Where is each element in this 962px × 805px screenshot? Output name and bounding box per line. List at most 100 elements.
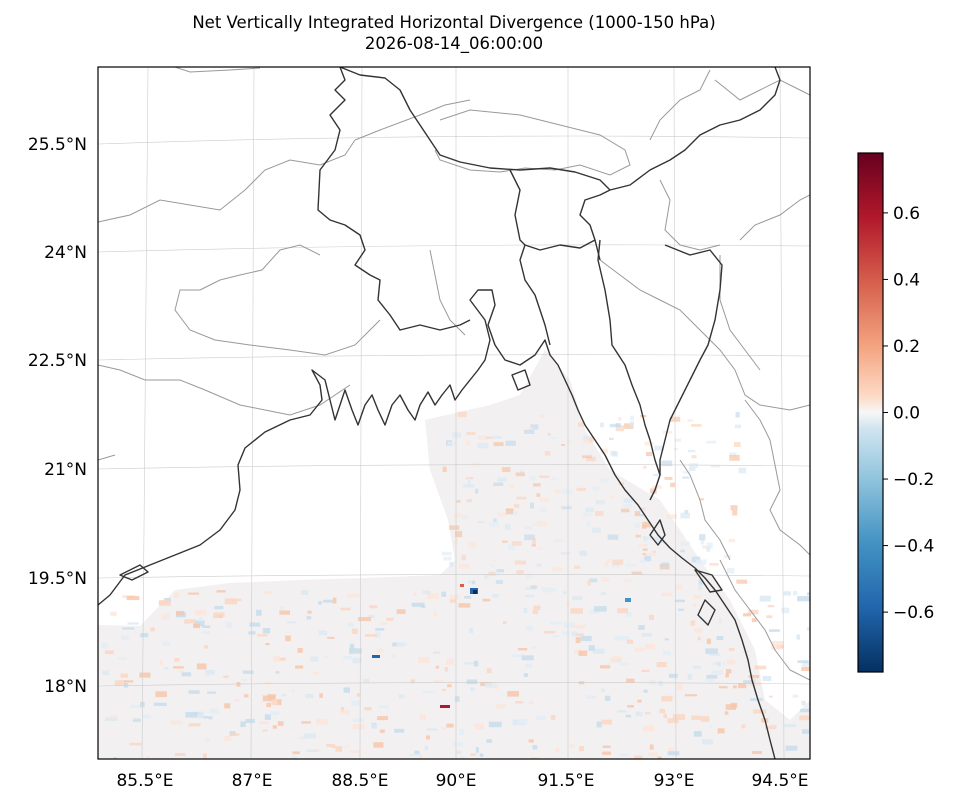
field-speckle (585, 507, 594, 512)
field-speckle (419, 714, 426, 720)
field-speckle (698, 579, 704, 585)
field-speckle (575, 637, 581, 644)
field-speckle (105, 717, 118, 721)
field-speckle (682, 476, 690, 479)
field-speckle (130, 704, 144, 708)
field-speckle (305, 694, 314, 699)
field-speckle (265, 643, 270, 646)
field-speckle (620, 753, 629, 756)
field-speckle (531, 544, 536, 547)
field-speckle (454, 696, 460, 702)
field-speckle (528, 739, 534, 743)
field-speckle (214, 605, 224, 610)
field-speckle (629, 421, 634, 427)
field-speckle (433, 611, 437, 617)
field-speckle (644, 712, 651, 715)
field-speckle (523, 673, 528, 677)
field-speckle (229, 598, 242, 602)
field-speckle (601, 751, 611, 755)
field-speckle (441, 551, 452, 556)
field-speckle (492, 594, 499, 598)
field-speckle (449, 525, 460, 530)
field-speckle (291, 689, 295, 693)
field-speckle (486, 739, 492, 743)
field-speckle (196, 663, 207, 670)
field-speckle (185, 712, 198, 718)
field-speckle (547, 432, 551, 436)
field-speckle (699, 498, 704, 501)
field-speckle (114, 680, 127, 686)
field-speckle (674, 599, 685, 603)
field-speckle (224, 736, 231, 741)
field-speckle (511, 541, 522, 546)
field-speckle (418, 756, 423, 759)
field-speckle (524, 526, 532, 530)
field-speckle (323, 599, 333, 603)
field-speckle (351, 628, 358, 634)
field-speckle (132, 718, 141, 722)
field-speckle (529, 700, 534, 705)
field-speckle (689, 463, 699, 468)
field-speckle (319, 693, 323, 698)
field-speckle (307, 610, 312, 614)
field-speckle (468, 580, 473, 584)
field-speckle (497, 477, 507, 482)
field-speckle (601, 719, 613, 725)
field-speckle (634, 511, 641, 516)
x-tick-label: 91.5°E (537, 771, 594, 791)
field-speckle (427, 728, 438, 731)
field-speckle (709, 563, 719, 566)
field-speckle (507, 691, 519, 697)
field-speckle (642, 553, 646, 556)
field-speckle (734, 442, 741, 447)
field-speckle (364, 707, 372, 711)
field-speckle (110, 611, 117, 616)
field-speckle (467, 480, 471, 486)
field-speckle (570, 608, 583, 614)
field-speckle (422, 690, 436, 694)
field-speckle (709, 653, 721, 656)
field-speckle (279, 610, 290, 615)
field-speckle (727, 659, 736, 665)
field-speckle (367, 615, 375, 618)
field-speckle (618, 417, 622, 421)
x-tick-label: 87°E (232, 771, 273, 791)
field-speckle (702, 545, 707, 549)
field-speckle (539, 508, 547, 513)
field-speckle (356, 693, 361, 697)
field-speckle (769, 724, 777, 728)
field-speckle (649, 744, 654, 750)
field-speckle (102, 670, 109, 675)
field-speckle (477, 521, 484, 524)
field-speckle (621, 508, 630, 513)
field-speckle (318, 601, 322, 605)
field-speckle (796, 634, 800, 640)
field-speckle (373, 742, 384, 748)
field-speckle (638, 544, 648, 547)
field-speckle (578, 681, 585, 685)
y-tick-label: 21°N (44, 460, 87, 480)
field-speckle (574, 565, 580, 569)
field-speckle (638, 625, 645, 630)
field-speckle (365, 634, 378, 637)
x-tick-label: 94.5°E (751, 771, 808, 791)
field-speckle (752, 751, 762, 754)
field-speckle (609, 423, 619, 428)
field-speckle (272, 725, 277, 729)
field-speckle (453, 513, 461, 518)
field-speckle (781, 607, 790, 614)
field-speckle (747, 681, 761, 687)
field-speckle (516, 496, 527, 500)
field-speckle (207, 691, 216, 694)
field-speckle (735, 411, 740, 418)
field-speckle (533, 483, 541, 487)
field-speckle (465, 440, 471, 446)
field-speckle (203, 716, 209, 719)
field-speckle (126, 596, 140, 601)
field-speckle (627, 705, 634, 708)
field-speckle (753, 677, 757, 683)
field-speckle (502, 540, 508, 543)
field-speckle (626, 639, 634, 644)
field-speckle (792, 694, 799, 698)
field-speckle (297, 648, 303, 653)
